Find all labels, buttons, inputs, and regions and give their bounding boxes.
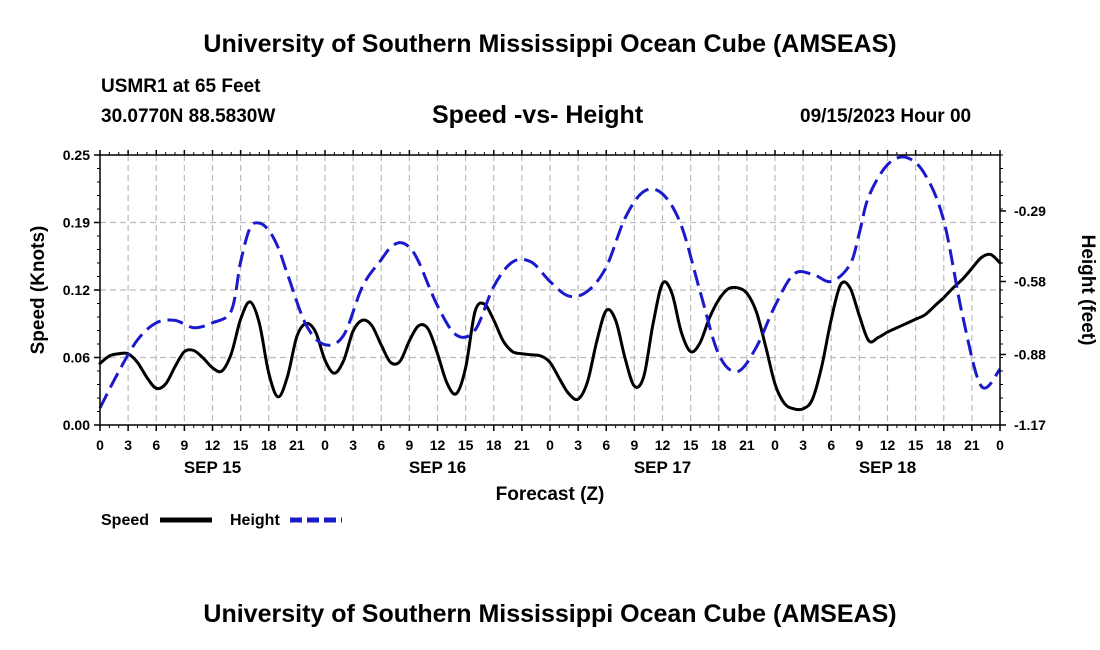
height-series-line bbox=[98, 155, 1002, 409]
x-tick-label: 15 bbox=[908, 437, 924, 453]
day-label: SEP 17 bbox=[634, 458, 691, 477]
grid bbox=[100, 155, 1000, 425]
day-label: SEP 18 bbox=[859, 458, 916, 477]
x-tick-label: 6 bbox=[602, 437, 610, 453]
y-tick-label: 0.25 bbox=[63, 147, 90, 163]
x-tick-label: 0 bbox=[771, 437, 779, 453]
legend-height-label: Height bbox=[230, 512, 280, 529]
x-tick-label: 12 bbox=[205, 437, 221, 453]
legend-speed-label: Speed bbox=[101, 512, 149, 529]
speed-series-line bbox=[98, 252, 1002, 412]
x-tick-label: 12 bbox=[880, 437, 896, 453]
footer-title: University of Southern Mississippi Ocean… bbox=[203, 600, 897, 628]
day-label: SEP 16 bbox=[409, 458, 466, 477]
x-tick-label: 18 bbox=[261, 437, 277, 453]
x-tick-label: 9 bbox=[405, 437, 413, 453]
x-tick-label: 12 bbox=[655, 437, 671, 453]
x-tick-label: 18 bbox=[936, 437, 952, 453]
y2-tick-label: -0.29 bbox=[1014, 203, 1046, 219]
y-tick-label: 0.06 bbox=[63, 350, 90, 366]
coordinates-label: 30.0770N 88.5830W bbox=[101, 106, 276, 127]
x-tick-label: 6 bbox=[827, 437, 835, 453]
x-tick-label: 18 bbox=[711, 437, 727, 453]
y2-tick-label: -0.58 bbox=[1014, 273, 1046, 289]
legend: Speed Height bbox=[101, 512, 342, 529]
chart-title: Speed -vs- Height bbox=[432, 101, 644, 129]
y-tick-label: 0.00 bbox=[63, 417, 90, 433]
y-tick-label: 0.19 bbox=[63, 215, 90, 231]
x-tick-label: 18 bbox=[486, 437, 502, 453]
station-label: USMR1 at 65 Feet bbox=[101, 76, 261, 97]
x-tick-label: 0 bbox=[321, 437, 329, 453]
x-tick-label: 3 bbox=[349, 437, 357, 453]
x-tick-label: 21 bbox=[514, 437, 530, 453]
x-tick-label: 0 bbox=[996, 437, 1004, 453]
x-tick-label: 15 bbox=[233, 437, 249, 453]
series-layer bbox=[98, 155, 1002, 412]
datetime-label: 09/15/2023 Hour 00 bbox=[800, 106, 972, 127]
x-tick-label: 9 bbox=[180, 437, 188, 453]
x-tick-label: 15 bbox=[458, 437, 474, 453]
axes: 0 3 6 9 12 15 18 21 0 3 6 9 12 15 18 21 0 3 6 9 12 15 18 21 0 3 6 9… bbox=[63, 147, 1046, 477]
x-tick-label: 3 bbox=[574, 437, 582, 453]
x-tick-label: 9 bbox=[630, 437, 638, 453]
x-tick-label: 6 bbox=[152, 437, 160, 453]
y-axis-title: Speed (Knots) bbox=[28, 226, 49, 355]
day-label: SEP 15 bbox=[184, 458, 241, 477]
x-tick-label: 21 bbox=[964, 437, 980, 453]
x-tick-label: 3 bbox=[799, 437, 807, 453]
x-tick-label: 15 bbox=[683, 437, 699, 453]
x-tick-label: 21 bbox=[739, 437, 755, 453]
y2-tick-label: -1.17 bbox=[1014, 417, 1046, 433]
x-tick-label: 0 bbox=[546, 437, 554, 453]
x-tick-label: 12 bbox=[430, 437, 446, 453]
x-tick-label: 3 bbox=[124, 437, 132, 453]
main-title: University of Southern Mississippi Ocean… bbox=[203, 30, 897, 58]
x-tick-label: 21 bbox=[289, 437, 305, 453]
y-tick-label: 0.12 bbox=[63, 282, 90, 298]
x-axis-title: Forecast (Z) bbox=[496, 484, 605, 505]
y2-axis-title: Height (feet) bbox=[1077, 235, 1098, 346]
x-tick-label: 0 bbox=[96, 437, 104, 453]
y2-tick-label: -0.88 bbox=[1014, 346, 1046, 362]
x-tick-label: 9 bbox=[855, 437, 863, 453]
x-tick-label: 6 bbox=[377, 437, 385, 453]
